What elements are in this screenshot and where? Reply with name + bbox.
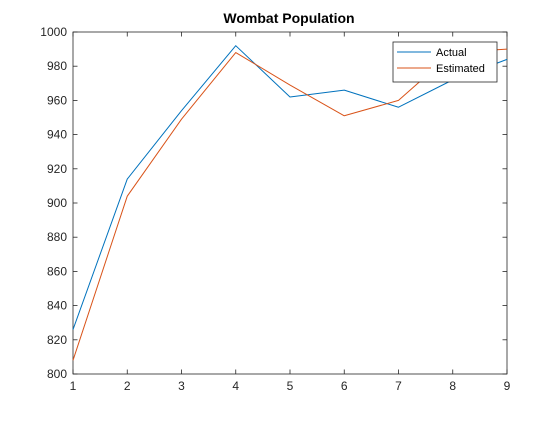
x-tick-label: 4 [232, 379, 239, 393]
y-tick-label: 940 [47, 128, 67, 142]
x-tick-label: 6 [341, 379, 348, 393]
y-tick-label: 820 [47, 333, 67, 347]
chart-title: Wombat Population [223, 10, 354, 26]
y-tick-label: 920 [47, 162, 67, 176]
x-tick-label: 5 [287, 379, 294, 393]
legend-label: Actual [436, 47, 467, 59]
x-tick-label: 2 [124, 379, 131, 393]
y-tick-label: 960 [47, 93, 67, 107]
series-line-actual [72, 45, 508, 330]
x-tick-label: 3 [178, 379, 185, 393]
legend-label: Estimated [436, 63, 485, 75]
y-tick-label: 840 [47, 299, 67, 313]
y-tick-label: 800 [47, 367, 67, 381]
x-tick-label: 9 [504, 379, 511, 393]
x-tick-label: 7 [395, 379, 402, 393]
plot-area [72, 31, 508, 375]
y-tick-label: 900 [47, 196, 67, 210]
y-tick-label: 860 [47, 264, 67, 278]
legend-box [392, 41, 498, 83]
y-tick-label: 1000 [40, 25, 67, 39]
legend: Actual Estimated [392, 41, 498, 83]
y-tick-label: 880 [47, 230, 67, 244]
x-tick-label: 8 [449, 379, 456, 393]
y-tick-label: 980 [47, 59, 67, 73]
x-tick-label: 1 [70, 379, 77, 393]
